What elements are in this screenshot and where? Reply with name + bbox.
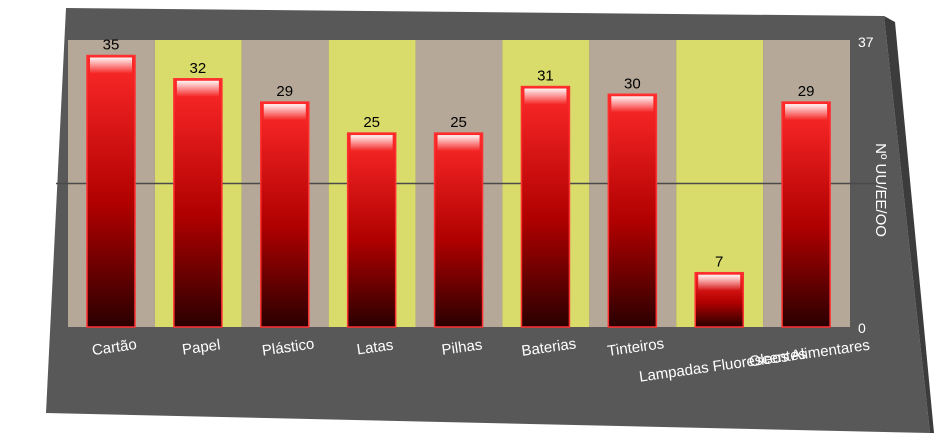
plot-area: 35Cartão32Papel29Plástico25Latas25Pilhas… bbox=[56, 34, 889, 386]
y-tick-label: 0 bbox=[858, 320, 866, 336]
bar bbox=[173, 78, 223, 328]
bar-highlight bbox=[785, 104, 828, 121]
data-label: 7 bbox=[715, 254, 723, 271]
category-label: Pilhas bbox=[441, 336, 484, 359]
category-label: Latas bbox=[356, 337, 395, 359]
bar-highlight bbox=[611, 96, 654, 113]
data-label: 31 bbox=[537, 68, 554, 85]
bar-highlight bbox=[437, 135, 480, 152]
data-label: 30 bbox=[624, 75, 641, 92]
category-label: Papel bbox=[181, 336, 221, 358]
bar-highlight bbox=[263, 104, 306, 121]
bar bbox=[781, 101, 831, 328]
bar bbox=[260, 101, 310, 328]
data-label: 25 bbox=[450, 114, 467, 131]
bar-highlight bbox=[350, 135, 393, 152]
bar bbox=[520, 85, 571, 328]
bar bbox=[86, 54, 136, 328]
bar bbox=[346, 132, 397, 328]
bar bbox=[433, 132, 484, 328]
bar bbox=[607, 93, 658, 328]
bar-highlight bbox=[698, 274, 741, 291]
bar-highlight bbox=[90, 57, 132, 74]
bar-highlight bbox=[176, 80, 219, 97]
y-tick-label: 37 bbox=[858, 34, 874, 50]
chart-background-edge bbox=[884, 16, 934, 433]
data-label: 35 bbox=[103, 37, 120, 54]
data-label: 32 bbox=[190, 60, 207, 77]
category-label: Cartão bbox=[91, 336, 138, 359]
data-label: 25 bbox=[363, 114, 380, 131]
data-label: 29 bbox=[276, 83, 293, 100]
bar-highlight bbox=[524, 88, 567, 105]
y-axis-title: Nº UU/EE/OO bbox=[872, 143, 889, 237]
data-label: 29 bbox=[798, 83, 815, 100]
